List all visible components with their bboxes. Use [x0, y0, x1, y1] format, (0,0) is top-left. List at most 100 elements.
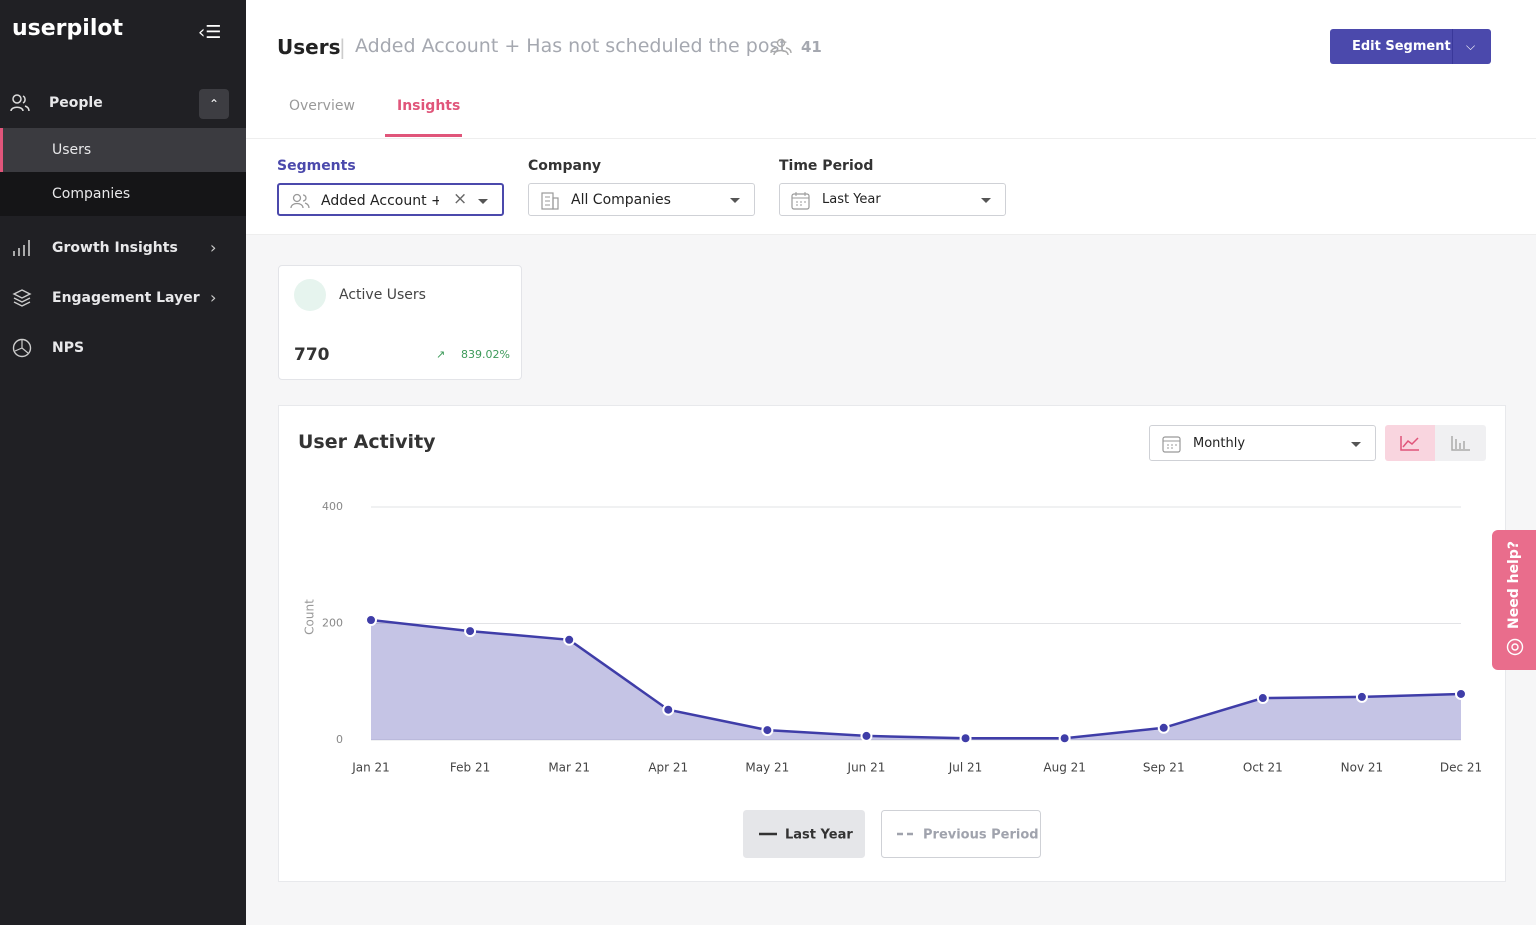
users-icon	[770, 38, 792, 56]
button-divider	[1452, 29, 1453, 64]
point	[860, 729, 873, 742]
segment-name: Added Account + Has not scheduled the po…	[355, 35, 787, 57]
chevron: ›	[210, 288, 217, 307]
x-tick-label: May 21	[745, 761, 789, 775]
select-value: All Companies	[571, 192, 671, 208]
kpi-change-icon: ↗	[436, 348, 446, 361]
help-tab[interactable]: Need help?	[1492, 530, 1536, 670]
x-tick-label: Apr 21	[648, 761, 688, 775]
legend-item[interactable]: Previous Period	[881, 810, 1041, 858]
building-icon	[541, 192, 559, 210]
x-tick-label: Jul 21	[948, 761, 983, 775]
line-icon	[1400, 436, 1419, 451]
legend-button	[881, 810, 1041, 858]
nav-nps[interactable]: NPS	[52, 340, 85, 356]
y-axis-label: Count	[303, 599, 317, 635]
button-label: Edit Segment	[1352, 39, 1451, 54]
legend-label: Last Year	[785, 828, 853, 843]
tab-insights[interactable]: Insights	[397, 98, 461, 114]
x-tick-label: Jan 21	[351, 761, 390, 775]
segment-select[interactable]: Added Account + H ×	[277, 183, 504, 216]
nav-engagement[interactable]: Engagement Layer	[52, 290, 200, 306]
chevron: ›	[210, 238, 217, 257]
x-tick-label: Dec 21	[1440, 761, 1482, 775]
kpi-icon	[294, 279, 326, 311]
calendar-icon	[791, 192, 810, 210]
logo: userpilot	[12, 16, 123, 41]
company-select[interactable]: All Companies	[528, 183, 755, 216]
x-tick-label: Feb 21	[450, 761, 490, 775]
x-tick-label: Jun 21	[847, 761, 886, 775]
sidebar: userpilot ‹☰ People ⌃ Users Companies Gr…	[0, 0, 246, 925]
edit-segment-button[interactable]: Edit Segment ⌵	[1330, 29, 1491, 64]
y-tick-label: 400	[322, 500, 343, 513]
point	[1355, 690, 1368, 703]
nps-icon	[12, 338, 32, 358]
nav-row	[0, 172, 246, 216]
nav-active-row[interactable]	[0, 128, 246, 172]
nav-users[interactable]: Users	[52, 142, 92, 158]
filter-label: Segments	[277, 158, 356, 174]
point	[1157, 721, 1170, 734]
help-label: Need help?	[1506, 540, 1522, 630]
bar-icon	[1451, 436, 1470, 451]
y-tick-label: 0	[336, 733, 343, 746]
clear-icon[interactable]: ×	[453, 189, 468, 209]
point	[464, 625, 477, 638]
people-icon	[10, 94, 30, 112]
select-value: Monthly	[1193, 436, 1246, 451]
caret	[1351, 442, 1361, 447]
x-tick-label: Nov 21	[1341, 761, 1384, 775]
tab-overview[interactable]: Overview	[289, 98, 355, 114]
nav-companies[interactable]: Companies	[52, 186, 131, 202]
growth-icon	[13, 240, 30, 256]
collapse-button[interactable]: ⌃	[199, 89, 229, 119]
divider	[246, 138, 1536, 139]
area	[371, 620, 1461, 740]
point	[1256, 692, 1269, 705]
layers-icon	[12, 289, 32, 307]
select-value: Added Account + H	[321, 193, 439, 209]
point	[1058, 732, 1071, 745]
x-tick-label: Sep 21	[1143, 761, 1185, 775]
calendar-icon	[1162, 436, 1181, 453]
interval-select[interactable]: Monthly	[1149, 425, 1376, 461]
nav-growth[interactable]: Growth Insights	[52, 240, 178, 256]
legend-item[interactable]: Last Year	[743, 810, 865, 858]
page-title: Users	[277, 35, 341, 59]
caret	[981, 198, 991, 203]
filter-label: Company	[528, 158, 602, 174]
dropdown-arrow[interactable]: ⌵	[1466, 39, 1476, 53]
nav-people[interactable]: People	[49, 95, 103, 111]
tab-underline	[385, 134, 462, 137]
separator: |	[339, 35, 346, 59]
y-tick-label: 200	[322, 617, 343, 630]
kpi-change: 839.02%	[461, 348, 510, 361]
point	[365, 614, 377, 627]
time-select[interactable]: Last Year	[779, 183, 1006, 216]
point	[761, 724, 774, 737]
help-icon	[1506, 638, 1524, 656]
collapse-icon[interactable]: ‹☰	[198, 22, 222, 43]
point	[1455, 687, 1467, 700]
legend-button	[743, 810, 865, 858]
bar-toggle[interactable]	[1435, 425, 1486, 461]
kpi-label: Active Users	[339, 287, 426, 303]
line-toggle[interactable]	[1385, 425, 1435, 461]
point	[563, 633, 576, 646]
segment-count: 41	[801, 38, 822, 56]
x-tick-label: Oct 21	[1243, 761, 1283, 775]
kpi-card: Active Users 770 ↗ 839.02%	[278, 265, 522, 380]
chart-title: User Activity	[298, 431, 436, 453]
point	[662, 703, 675, 716]
kpi-value: 770	[294, 345, 330, 365]
line	[370, 618, 1462, 740]
filter-label: Time Period	[779, 158, 874, 174]
caret	[478, 199, 488, 204]
users-icon	[290, 193, 310, 209]
point	[959, 732, 972, 745]
x-tick-label: Mar 21	[548, 761, 590, 775]
legend-label: Previous Period	[923, 828, 1039, 843]
caret	[730, 198, 740, 203]
